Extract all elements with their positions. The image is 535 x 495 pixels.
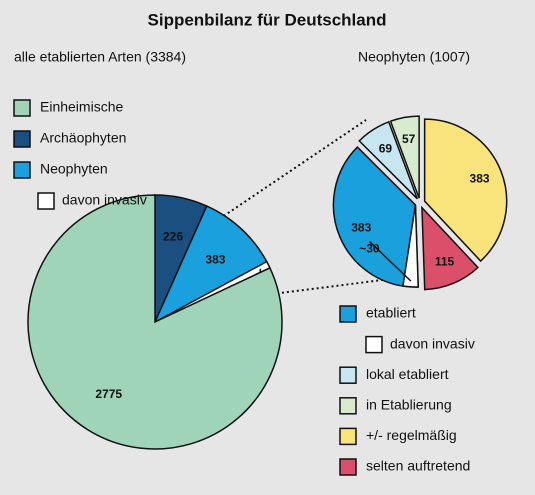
- legend-label: davon invasiv: [62, 192, 147, 208]
- pie-slice: [423, 118, 508, 263]
- legend-swatch: [339, 427, 357, 446]
- legend-label: etabliert: [366, 305, 416, 321]
- legend-label: Neophyten: [40, 161, 108, 177]
- leader-line: [368, 240, 412, 282]
- legend-swatch: [365, 335, 383, 354]
- value-label: 69: [379, 141, 393, 155]
- value-label: 383: [351, 221, 371, 235]
- pie-slice: [332, 145, 420, 288]
- pie-slice: [389, 115, 420, 199]
- legend-swatch: [13, 161, 31, 179]
- legend-swatch: [339, 458, 357, 476]
- connector: [271, 275, 415, 295]
- value-label: 383: [205, 252, 225, 266]
- value-label: 57: [402, 132, 416, 146]
- pie-slice: [421, 205, 479, 291]
- legend-label: Einheimische: [40, 99, 123, 115]
- legend-swatch: [13, 99, 31, 117]
- legend-label: +/- regelmäßig: [366, 427, 457, 443]
- pie-slice: [27, 194, 283, 450]
- legend-label: lokal etabliert: [366, 366, 449, 382]
- value-label: ~30: [359, 242, 380, 256]
- pie-title: Neophyten (1007): [358, 49, 470, 65]
- legend-swatch: [37, 192, 55, 210]
- legend-swatch: [339, 397, 357, 415]
- value-label: 226: [163, 230, 183, 244]
- legend-swatch: [339, 366, 357, 384]
- pie-title: alle etablierten Arten (3384): [14, 49, 186, 65]
- legend-label: selten auftretend: [366, 458, 470, 474]
- value-label: 383: [470, 172, 490, 186]
- legend-label: Archäophyten: [40, 130, 126, 146]
- pie-slice: [358, 120, 419, 200]
- pie-slice-invasive: [402, 204, 420, 288]
- value-label: 115: [435, 254, 455, 268]
- chart-title: Sippenbilanz für Deutschland: [148, 10, 387, 29]
- legend-label: in Etablierung: [366, 397, 452, 413]
- value-label: 2775: [95, 387, 122, 401]
- legend-swatch: [13, 130, 31, 148]
- legend-swatch: [339, 305, 357, 323]
- legend-label: davon invasiv: [390, 335, 475, 351]
